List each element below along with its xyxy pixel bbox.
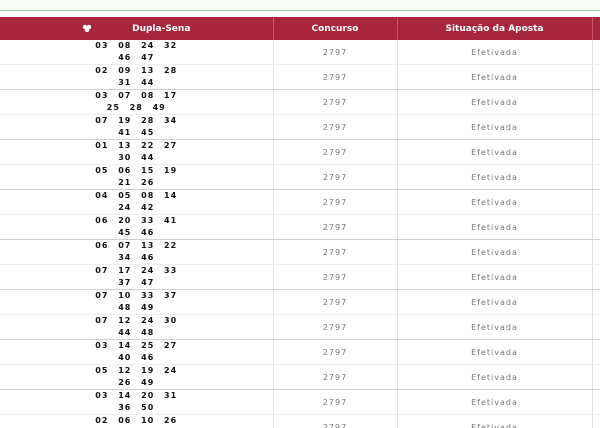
cell	[592, 214, 600, 240]
table-row: 06 07 13 22 34 46 2797 Efetivada	[0, 239, 600, 265]
cell: 2797	[273, 314, 398, 340]
cell	[592, 264, 600, 290]
cell: 2797	[273, 339, 398, 365]
cell: Efetivada	[397, 189, 593, 215]
table-row: 02 06 10 26 28 382797Efetivada	[0, 414, 600, 428]
cell: Efetivada	[397, 64, 593, 90]
table-row: 07 12 24 30 44 48 2797 Efetivada	[0, 314, 600, 340]
table-row: 01 13 22 27 30 44 2797 Efetivada	[0, 139, 600, 165]
cell: 2797	[273, 214, 398, 240]
cell: 07 17 24 33 37 47	[0, 264, 274, 290]
cell: Efetivada	[397, 314, 593, 340]
cell: 2797	[273, 189, 398, 215]
cell: Efetivada	[397, 139, 593, 165]
cell: 07 19 28 34 41 45	[0, 114, 274, 140]
header-text: Concurso	[311, 23, 359, 34]
header-text: Situação da Aposta	[445, 23, 544, 34]
cell: 03 14 20 31 36 50	[0, 389, 274, 415]
cell	[592, 164, 600, 190]
cell: 01 13 22 27 30 44	[0, 139, 274, 165]
header-text: Dupla-Sena	[132, 23, 191, 34]
table-row: 06 20 33 41 45 46 2797 Efetivada	[0, 214, 600, 240]
table-row: 03 08 24 32 46 47 2797 Efetivada	[0, 40, 600, 65]
cell	[592, 414, 600, 428]
table-row: 07 17 24 33 37 47 2797 Efetivada	[0, 264, 600, 290]
cell	[592, 364, 600, 390]
clover-icon	[82, 24, 92, 32]
cell	[592, 289, 600, 315]
cell	[592, 389, 600, 415]
column-header	[592, 17, 600, 40]
table-row: 03 14 20 31 36 50 2797 Efetivada	[0, 389, 600, 415]
cell: 03 08 24 32 46 47	[0, 40, 274, 65]
cell: Efetivada	[397, 239, 593, 265]
table-row: 03 07 08 17 25 28 49 2797 Efetivada	[0, 89, 600, 115]
cell: Efetivada	[397, 164, 593, 190]
cell: 05 06 15 19 21 26	[0, 164, 274, 190]
cell: 2797	[273, 364, 398, 390]
cell: Efetivada	[397, 214, 593, 240]
cell: 07 10 33 37 48 49	[0, 289, 274, 315]
cell: 03 14 25 27 40 46	[0, 339, 274, 365]
table-row: 02 09 13 28 31 44 2797 Efetivada	[0, 64, 600, 90]
table-row: 05 06 15 19 21 26 2797 Efetivada	[0, 164, 600, 190]
cell: Efetivada	[397, 114, 593, 140]
bets-table: Dupla-Sena Concurso Situação da Aposta 03 …	[0, 17, 600, 428]
cell	[592, 339, 600, 365]
cell: Efetivada	[397, 89, 593, 115]
cell: 2797	[273, 40, 398, 65]
cell	[592, 64, 600, 90]
cell: 02 09 13 28 31 44	[0, 64, 274, 90]
cell	[592, 189, 600, 215]
table-row: 07 19 28 34 41 45 2797 Efetivada	[0, 114, 600, 140]
cell: Efetivada	[397, 364, 593, 390]
cell: 07 12 24 30 44 48	[0, 314, 274, 340]
cell: 2797	[273, 164, 398, 190]
cell: Efetivada	[397, 289, 593, 315]
table-body: 03 08 24 32 46 47 2797 Efetivada 02 09 13 2…	[0, 40, 600, 428]
cell: Efetivada	[397, 414, 593, 428]
cell: 05 12 19 24 26 49	[0, 364, 274, 390]
cell	[592, 314, 600, 340]
cell	[592, 114, 600, 140]
cell: 02 06 10 26 28 38	[0, 414, 274, 428]
cell: 2797	[273, 89, 398, 115]
column-header: Concurso	[273, 17, 398, 40]
column-header: Situação da Aposta	[397, 17, 593, 40]
table-row: 03 14 25 27 40 46 2797 Efetivada	[0, 339, 600, 365]
cell: Efetivada	[397, 389, 593, 415]
cell	[592, 89, 600, 115]
cell: 2797	[273, 414, 398, 428]
cell: Efetivada	[397, 40, 593, 65]
cell: 2797	[273, 139, 398, 165]
cell	[592, 239, 600, 265]
table-row: 04 05 08 14 24 42 2797 Efetivada	[0, 189, 600, 215]
cell: 03 07 08 17 25 28 49	[0, 89, 274, 115]
cell: Efetivada	[397, 264, 593, 290]
cell	[592, 139, 600, 165]
header-row: Dupla-Sena Concurso Situação da Aposta	[0, 17, 600, 40]
column-header: Dupla-Sena	[0, 17, 274, 40]
cell: 2797	[273, 389, 398, 415]
cell: 2797	[273, 289, 398, 315]
cell: 2797	[273, 64, 398, 90]
cell: 04 05 08 14 24 42	[0, 189, 274, 215]
cell	[592, 40, 600, 65]
table-row: 07 10 33 37 48 49 2797 Efetivada	[0, 289, 600, 315]
cell: Efetivada	[397, 339, 593, 365]
top-strip	[0, 0, 600, 11]
table-row: 05 12 19 24 26 49 2797 Efetivada	[0, 364, 600, 390]
cell: 06 20 33 41 45 46	[0, 214, 274, 240]
cell: 2797	[273, 264, 398, 290]
cell: 2797	[273, 239, 398, 265]
cell: 06 07 13 22 34 46	[0, 239, 274, 265]
cell: 2797	[273, 114, 398, 140]
